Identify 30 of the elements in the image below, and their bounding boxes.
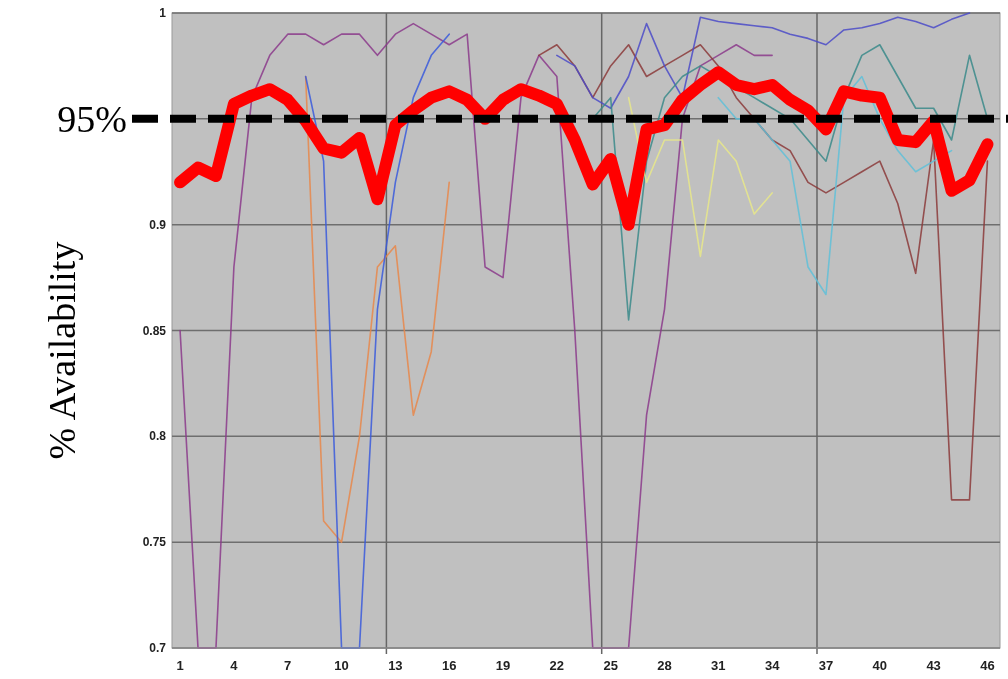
x-tick-label: 28 [657,658,672,673]
x-tick-label: 19 [495,658,511,673]
y-tick-label: 0.8 [149,429,167,444]
x-tick-label: 22 [549,658,565,673]
line-series [556,12,971,110]
line-series [304,33,450,649]
x-tick-label: 46 [980,658,995,673]
x-tick-label: 25 [603,658,618,673]
line-series [179,22,773,649]
x-tick-label: 37 [818,658,834,673]
line-series [717,75,953,296]
y-tick-label: 1 [159,6,167,20]
x-tick-label: 40 [872,658,888,673]
x-tick-label: 43 [926,658,941,673]
x-tick-label: 4 [230,658,239,673]
x-tick-label: 7 [284,658,292,673]
x-tick-label: 10 [334,658,349,673]
y-axis-title: % Availability [41,241,83,460]
x-tick-label: 16 [441,658,457,673]
y-tick-label: 0.85 [142,323,167,338]
x-tick-label: 31 [711,658,726,673]
line-series [538,43,989,501]
x-tick-label: 34 [764,658,781,673]
x-tick-label: 13 [388,658,403,673]
line-series [627,96,773,258]
y-tick-label: 0.9 [149,217,167,232]
ref-line-label: 95% [57,97,127,140]
y-tick-label: 0.7 [149,641,167,655]
x-tick-label: 1 [176,658,184,673]
y-tick-label: 0.75 [142,535,167,550]
